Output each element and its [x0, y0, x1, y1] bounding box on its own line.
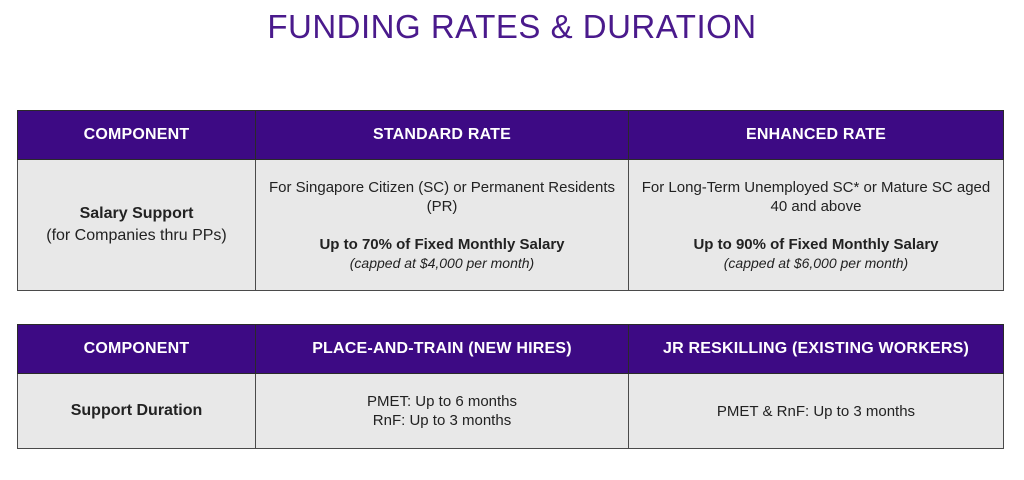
row-sublabel: (for Companies thru PPs) [46, 227, 227, 244]
reskilling-duration: PMET & RnF: Up to 3 months [716, 402, 916, 420]
table-header-row: COMPONENT PLACE-AND-TRAIN (NEW HIRES) JR… [17, 324, 1004, 374]
pmet-duration: PMET: Up to 6 months [366, 393, 518, 410]
standard-rate-cell: For Singapore Citizen (SC) or Permanent … [255, 159, 629, 291]
table-header-row: COMPONENT STANDARD RATE ENHANCED RATE [17, 110, 1004, 160]
funding-rates-table: COMPONENT STANDARD RATE ENHANCED RATE Sa… [17, 110, 1004, 291]
header-enhanced-rate: ENHANCED RATE [628, 110, 1004, 160]
header-jr-reskilling: JR RESKILLING (EXISTING WORKERS) [628, 324, 1004, 374]
enhanced-rate-cell: For Long-Term Unemployed SC* or Mature S… [628, 159, 1004, 291]
table-row: Salary Support (for Companies thru PPs) … [17, 159, 1004, 291]
row-label: Support Duration [70, 402, 203, 419]
page-title: FUNDING RATES & DURATION [267, 8, 757, 45]
header-component: COMPONENT [17, 110, 256, 160]
standard-eligibility: For Singapore Citizen (SC) or Permanent … [269, 178, 615, 215]
enhanced-rate-cap: (capped at $6,000 per month) [723, 254, 909, 271]
header-place-and-train: PLACE-AND-TRAIN (NEW HIRES) [255, 324, 629, 374]
standard-rate-cap: (capped at $4,000 per month) [349, 254, 535, 271]
jr-reskilling-cell: PMET & RnF: Up to 3 months [628, 373, 1004, 449]
enhanced-rate-value: Up to 90% of Fixed Monthly Salary [693, 235, 939, 253]
standard-rate-value: Up to 70% of Fixed Monthly Salary [319, 235, 565, 253]
enhanced-eligibility: For Long-Term Unemployed SC* or Mature S… [641, 178, 991, 215]
row-label: Salary Support [79, 205, 194, 222]
table-row: Support Duration PMET: Up to 6 months Rn… [17, 373, 1004, 449]
header-component: COMPONENT [17, 324, 256, 374]
support-duration-table: COMPONENT PLACE-AND-TRAIN (NEW HIRES) JR… [17, 324, 1004, 449]
place-and-train-cell: PMET: Up to 6 months RnF: Up to 3 months [255, 373, 629, 449]
support-duration-label-cell: Support Duration [17, 373, 256, 449]
header-standard-rate: STANDARD RATE [255, 110, 629, 160]
rnf-duration: RnF: Up to 3 months [372, 412, 512, 429]
salary-support-label-cell: Salary Support (for Companies thru PPs) [17, 159, 256, 291]
